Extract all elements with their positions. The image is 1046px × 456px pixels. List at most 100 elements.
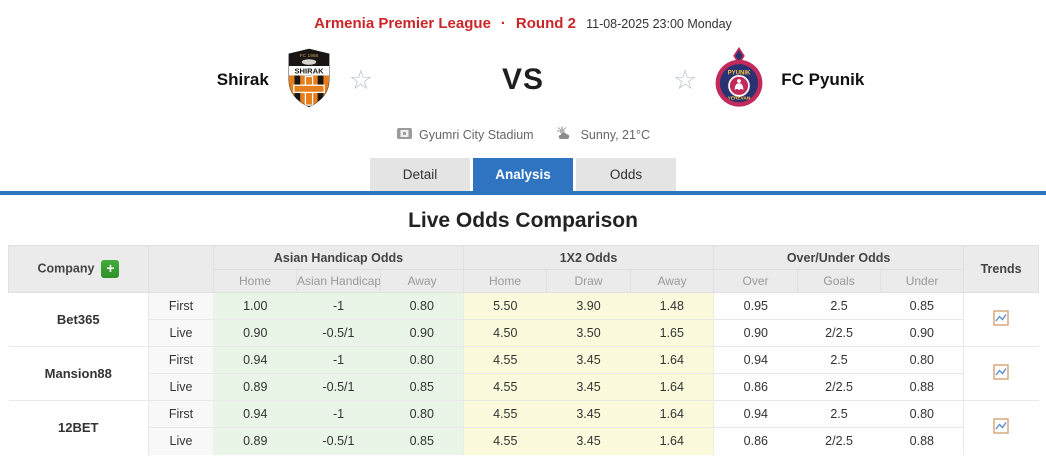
tab-underline-bar xyxy=(0,191,1046,195)
home-favorite-star-icon[interactable]: ☆ xyxy=(348,64,373,95)
odds-cell: 2/2.5 xyxy=(797,319,881,347)
odds-cell: 0.88 xyxy=(880,373,964,401)
odds-cell: 4.55 xyxy=(463,373,547,401)
line-type-column-header xyxy=(148,245,214,293)
odds-cell: -1 xyxy=(296,292,381,320)
tab-odds[interactable]: Odds xyxy=(576,158,676,191)
odds-cell: 1.64 xyxy=(630,373,714,401)
company-name-mansion88[interactable]: Mansion88 xyxy=(8,346,149,401)
odds-cell: 2/2.5 xyxy=(797,373,881,401)
stadium-icon xyxy=(396,127,413,143)
trend-chart-icon[interactable] xyxy=(993,310,1010,329)
line-type-label: Live xyxy=(148,319,214,347)
odds-cell: -0.5/1 xyxy=(296,427,381,455)
line-type-label: First xyxy=(148,400,214,428)
odds-cell: 0.85 xyxy=(380,427,464,455)
away-favorite-star-icon[interactable]: ☆ xyxy=(673,64,698,95)
svg-text:PYUNIK: PYUNIK xyxy=(728,70,751,76)
round-label: Round 2 xyxy=(515,15,576,32)
line-type-label: First xyxy=(148,346,214,374)
ou-under-header: Under xyxy=(880,269,965,293)
odds-cell: 4.50 xyxy=(463,319,547,347)
over-under-group-header: Over/Under Odds xyxy=(713,245,965,270)
match-datetime: 11-08-2025 23:00 Monday xyxy=(586,17,732,31)
odds-cell: 0.94 xyxy=(213,346,297,374)
odds-cell: 0.90 xyxy=(713,319,798,347)
tab-detail[interactable]: Detail xyxy=(370,158,470,191)
odds-cell: 0.89 xyxy=(213,427,297,455)
weather-text: Sunny, 21°C xyxy=(580,127,650,142)
ah-handicap-header: Asian Handicap xyxy=(296,269,381,293)
ah-away-header: Away xyxy=(379,269,465,293)
line-type-label: First xyxy=(148,292,214,320)
odds-cell: 0.80 xyxy=(380,400,464,428)
odds-cell: -0.5/1 xyxy=(296,319,381,347)
odds-cell: 4.55 xyxy=(463,346,547,374)
ah-home-header: Home xyxy=(213,269,297,293)
away-team-name[interactable]: FC Pyunik xyxy=(781,70,865,89)
odds-cell: 1.64 xyxy=(630,346,714,374)
svg-text:FC 1958: FC 1958 xyxy=(300,53,319,59)
odds-cell: 1.64 xyxy=(630,427,714,455)
trend-cell xyxy=(963,346,1039,401)
odds-cell: 3.50 xyxy=(546,319,631,347)
1x2-group-header: 1X2 Odds xyxy=(463,245,715,270)
odds-cell: 0.90 xyxy=(380,319,464,347)
trend-cell xyxy=(963,400,1039,455)
odds-cell: 1.48 xyxy=(630,292,714,320)
league-name[interactable]: Armenia Premier League xyxy=(314,15,491,32)
odds-cell: 0.94 xyxy=(213,400,297,428)
teams-row: Shirak FC 1958 SHIRAK xyxy=(0,38,1046,122)
odds-cell: -0.5/1 xyxy=(296,373,381,401)
trend-chart-icon[interactable] xyxy=(993,418,1010,437)
odds-cell: 0.90 xyxy=(880,319,964,347)
odds-cell: 0.80 xyxy=(880,346,964,374)
add-company-button[interactable]: + xyxy=(101,260,120,278)
1x2-away-header: Away xyxy=(630,269,715,293)
odds-cell: 0.90 xyxy=(213,319,297,347)
table-row: Bet365 First 1.00 -1 0.80 5.50 3.90 1.48… xyxy=(8,292,1039,347)
odds-cell: 0.80 xyxy=(380,292,464,320)
company-name-bet365[interactable]: Bet365 xyxy=(8,292,149,347)
table-row: 12BET First 0.94 -1 0.80 4.55 3.45 1.64 … xyxy=(8,400,1039,455)
odds-cell: 0.89 xyxy=(213,373,297,401)
stadium-name: Gyumri City Stadium xyxy=(418,127,534,142)
odds-cell: 1.65 xyxy=(630,319,714,347)
svg-text:YEREVAN: YEREVAN xyxy=(728,95,751,101)
ou-goals-header: Goals xyxy=(797,269,882,293)
line-type-label: Live xyxy=(148,427,214,455)
away-team-crest-icon: PYUNIK YEREVAN xyxy=(713,46,765,114)
trend-chart-icon[interactable] xyxy=(993,364,1010,383)
odds-cell: 5.50 xyxy=(463,292,547,320)
table-row: Live 0.89 -0.5/1 0.85 4.55 3.45 1.64 0.8… xyxy=(9,373,1039,401)
1x2-home-header: Home xyxy=(463,269,548,293)
svg-text:SHIRAK: SHIRAK xyxy=(294,66,324,75)
tab-analysis[interactable]: Analysis xyxy=(473,158,573,191)
odds-cell: 0.85 xyxy=(380,373,464,401)
vs-label: VS xyxy=(501,63,545,96)
odds-cell: 0.86 xyxy=(713,427,798,455)
table-row: Mansion88 First 0.94 -1 0.80 4.55 3.45 1… xyxy=(8,346,1039,401)
odds-cell: 0.85 xyxy=(880,292,964,320)
live-odds-table: Company + Asian Handicap Odds 1X2 Odds Ov… xyxy=(8,245,1040,455)
line-type-label: Live xyxy=(148,373,214,401)
table-row: Live 0.89 -0.5/1 0.85 4.55 3.45 1.64 0.8… xyxy=(9,427,1039,455)
odds-cell: 2/2.5 xyxy=(797,427,881,455)
ou-over-header: Over xyxy=(713,269,799,293)
odds-cell: 0.80 xyxy=(380,346,464,374)
odds-cell: 2.5 xyxy=(797,400,881,428)
odds-cell: 0.88 xyxy=(880,427,964,455)
home-team-name[interactable]: Shirak xyxy=(216,70,269,89)
odds-cell: 3.45 xyxy=(546,373,631,401)
weather-icon xyxy=(556,126,575,143)
company-column-header: Company + xyxy=(8,245,149,293)
tab-bar: Detail Analysis Odds xyxy=(0,158,1046,191)
separator-dot: · xyxy=(500,15,506,32)
odds-cell: 2.5 xyxy=(797,346,881,374)
odds-cell: 2.5 xyxy=(797,292,881,320)
company-name-12bet[interactable]: 12BET xyxy=(8,400,149,455)
odds-cell: 4.55 xyxy=(463,427,547,455)
1x2-draw-header: Draw xyxy=(546,269,632,293)
page-title: Live Odds Comparison xyxy=(408,209,638,232)
asian-handicap-group-header: Asian Handicap Odds xyxy=(212,245,465,270)
